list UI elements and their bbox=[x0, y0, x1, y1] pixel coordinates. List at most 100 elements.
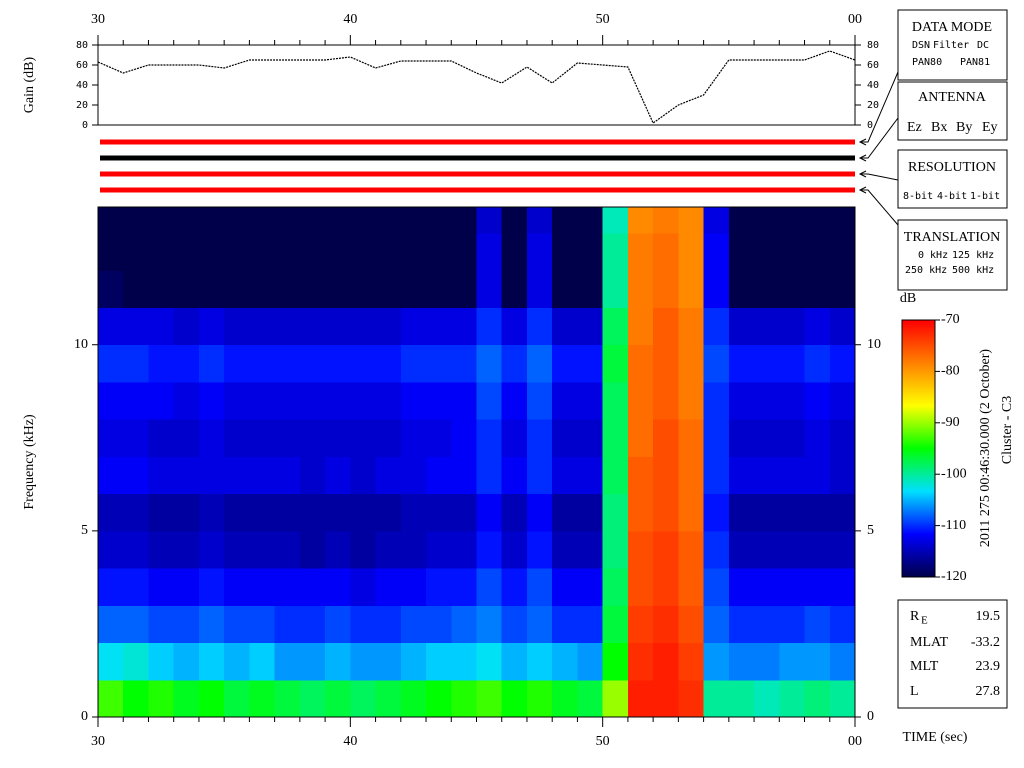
spectrogram-cell bbox=[375, 456, 402, 495]
panel-frame bbox=[97, 44, 856, 126]
spectrogram-cell bbox=[602, 419, 629, 457]
spectrogram-cell bbox=[98, 530, 124, 569]
spectrogram-cell bbox=[526, 493, 553, 532]
spectrogram-cell bbox=[148, 207, 175, 234]
spectrogram-cell bbox=[476, 419, 503, 457]
spectrogram-cell bbox=[552, 307, 578, 346]
spectrogram-cell bbox=[779, 568, 806, 606]
spectrogram-cell bbox=[451, 307, 477, 346]
spectrogram-cell bbox=[350, 270, 377, 309]
colorbar-tick-label: -110 bbox=[941, 518, 966, 533]
spectrogram-cell bbox=[829, 530, 856, 569]
spectrogram-cell bbox=[426, 493, 452, 532]
legend-item: 1-bit bbox=[970, 191, 1000, 202]
spectrogram-cell bbox=[653, 207, 679, 234]
spectrogram-cell bbox=[804, 642, 831, 681]
spectrogram-cell bbox=[123, 381, 149, 420]
position-box bbox=[897, 599, 1008, 709]
spectrogram-cell bbox=[375, 605, 402, 644]
spectrogram-cell bbox=[123, 307, 149, 346]
spectrogram-cell bbox=[350, 605, 377, 644]
spectrogram-cell bbox=[526, 642, 553, 681]
spectrogram-cell bbox=[678, 207, 705, 234]
spectrogram-cell bbox=[123, 605, 149, 644]
colorbar-tick-label: -70 bbox=[941, 312, 960, 327]
spectrogram-cell bbox=[325, 605, 351, 644]
spectrogram-cell bbox=[123, 642, 149, 681]
antenna-box bbox=[897, 81, 1008, 141]
spectrogram-cell bbox=[98, 456, 124, 495]
position-value: 23.9 bbox=[976, 659, 1001, 674]
spectrogram-cell bbox=[678, 642, 705, 681]
spectrogram-cell bbox=[400, 270, 427, 309]
spectrogram-cell bbox=[501, 270, 528, 309]
spectrogram-cell bbox=[350, 642, 377, 681]
spectrogram-cell bbox=[325, 493, 351, 532]
spectrogram-cell bbox=[476, 679, 503, 718]
spectrogram-cell bbox=[198, 307, 225, 346]
spectrogram-cell bbox=[779, 456, 806, 495]
spectrogram-cell bbox=[653, 642, 679, 681]
spectrogram-cell bbox=[274, 456, 301, 495]
spectrogram-cell bbox=[804, 233, 831, 271]
spectrogram-cell bbox=[476, 530, 503, 569]
spectrogram-cell bbox=[426, 642, 452, 681]
spectrogram-cell bbox=[173, 419, 200, 457]
spectrogram-cell bbox=[123, 233, 149, 271]
position-subscript: E bbox=[921, 615, 928, 627]
spectrogram-cell bbox=[173, 568, 200, 606]
spectrogram-cell bbox=[501, 207, 528, 234]
spectrogram-cell bbox=[526, 270, 553, 309]
spectrogram-cell bbox=[526, 344, 553, 383]
spectrogram-cell bbox=[274, 381, 301, 420]
spectrogram-cell bbox=[754, 381, 780, 420]
spectrogram-cell bbox=[526, 419, 553, 457]
spectrogram-cell bbox=[148, 642, 175, 681]
spectrogram-cell bbox=[577, 493, 604, 532]
spectrogram-cell bbox=[123, 493, 149, 532]
position-value: -33.2 bbox=[971, 635, 1000, 650]
spectrogram-cell bbox=[274, 270, 301, 309]
spectrogram-cell bbox=[501, 419, 528, 457]
spectrogram-cell bbox=[198, 568, 225, 606]
spectrogram-cell bbox=[829, 493, 856, 532]
y-tick-label: 80 bbox=[867, 40, 879, 51]
spectrogram-cell bbox=[728, 568, 755, 606]
position-value: 19.5 bbox=[976, 609, 1001, 624]
spectrogram-cell bbox=[274, 679, 301, 718]
spectrogram-cell bbox=[653, 307, 679, 346]
spectrogram-cell bbox=[400, 307, 427, 346]
legend-item: 250 kHz bbox=[905, 265, 947, 276]
y-tick-label: 0 bbox=[867, 709, 874, 724]
spectrogram-cell bbox=[173, 207, 200, 234]
y-tick-label: 20 bbox=[76, 100, 88, 111]
spectrogram-cell bbox=[501, 642, 528, 681]
spectrogram-cell bbox=[123, 530, 149, 569]
spectrogram-cell bbox=[325, 207, 351, 234]
spectrogram-cell bbox=[350, 568, 377, 606]
panel-frame bbox=[97, 206, 856, 718]
spectrogram-cell bbox=[754, 270, 780, 309]
spectrogram-cell bbox=[123, 679, 149, 718]
spectrogram-cell bbox=[426, 307, 452, 346]
spectrogram-cell bbox=[451, 679, 477, 718]
spectrogram-cell bbox=[274, 568, 301, 606]
spectrogram-cell bbox=[98, 207, 124, 234]
spectrogram-cell bbox=[602, 605, 629, 644]
spectrogram-cell bbox=[779, 344, 806, 383]
spectrogram-cell bbox=[198, 344, 225, 383]
spectrogram-cell bbox=[375, 493, 402, 532]
spectrogram-cell bbox=[299, 207, 326, 234]
spectrogram-cell bbox=[426, 568, 452, 606]
spectrogram-cell bbox=[653, 456, 679, 495]
legend-item: 4-bit bbox=[937, 191, 967, 202]
spectrogram-cell bbox=[173, 456, 200, 495]
spectrogram-cell bbox=[653, 493, 679, 532]
spectrogram-cell bbox=[577, 568, 604, 606]
spectrogram-cell bbox=[754, 568, 780, 606]
spectrogram-cell bbox=[728, 381, 755, 420]
position-label: L bbox=[910, 684, 919, 699]
arrow bbox=[860, 189, 899, 226]
spectrogram-cell bbox=[627, 642, 654, 681]
